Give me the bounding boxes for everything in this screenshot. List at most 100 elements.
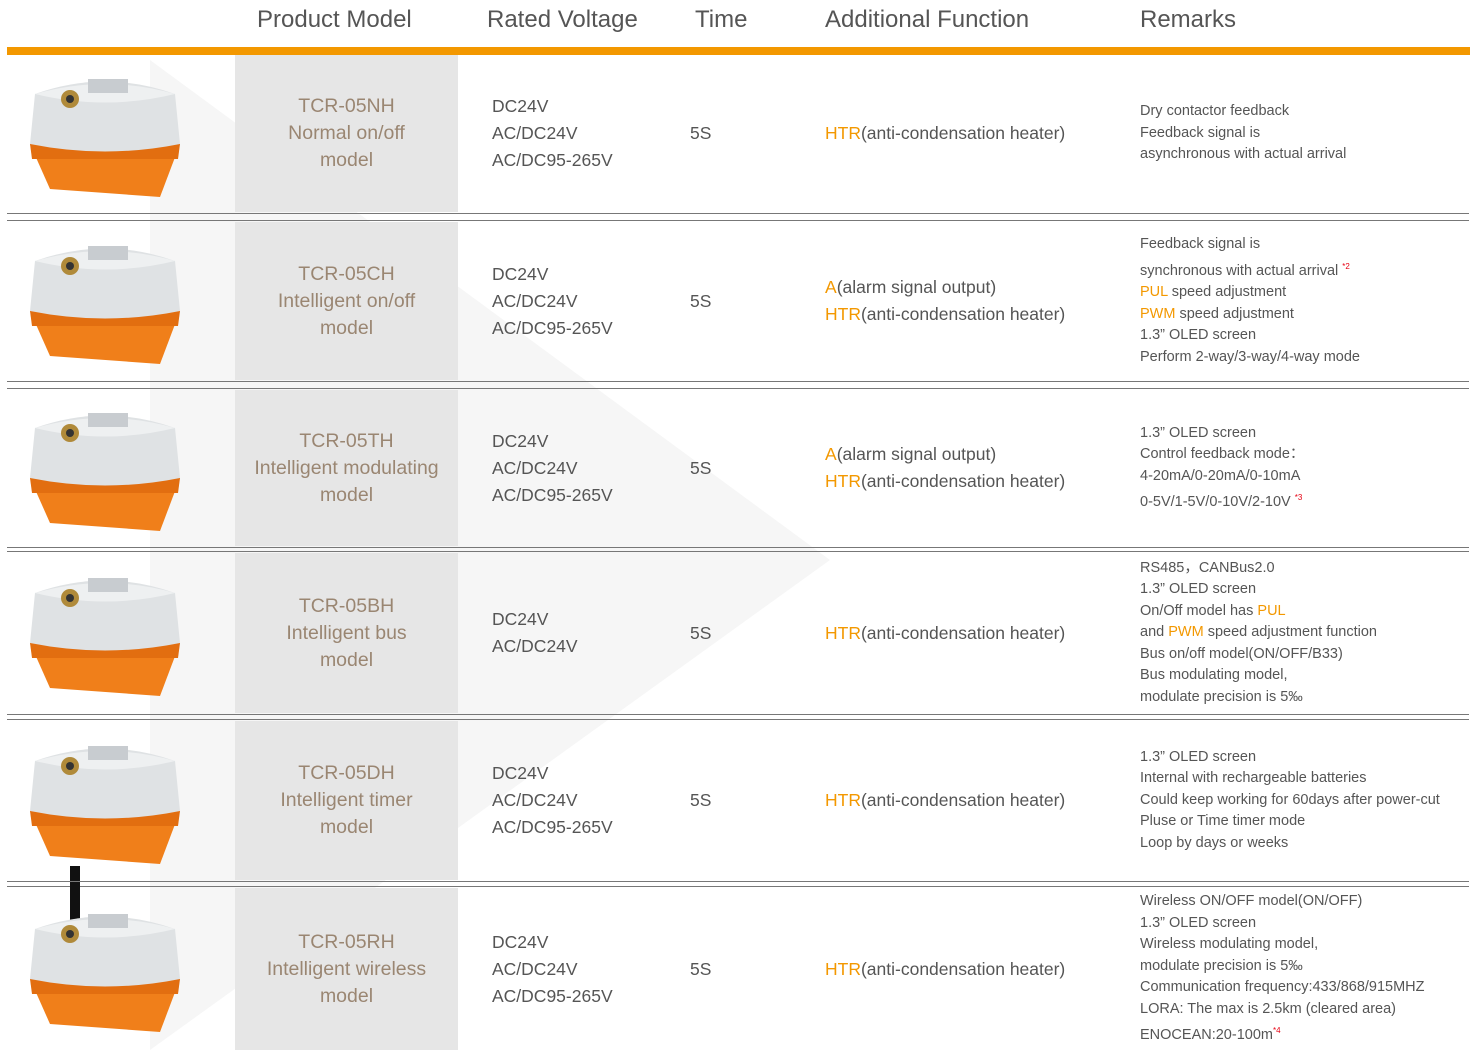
text-line: model [319,483,374,506]
header-cell: Additional Function [825,6,1030,33]
text-line: HTR(anti-condensation heater) [825,120,1125,147]
text-line: Bus modulating model, [1140,665,1480,687]
text-line: 5S [690,790,712,810]
text-segment: PWM [1168,624,1204,641]
text-line: AC/DC24V [492,290,578,311]
function-cell: HTR(anti-condensation heater) [825,55,1125,212]
text-line: Intelligent timer [280,789,413,811]
row-separator [7,881,1469,882]
text-segment: Pluse or Time timer mode [1140,813,1306,830]
text-segment: Dry contactor feedback [1140,103,1290,120]
row-separator [7,714,1469,715]
row-separator [7,388,1469,389]
voltage-cell: DC24V AC/DC24V AC/DC95-265V [492,888,672,1050]
product-image [30,413,180,531]
remarks-cell: 1.3” OLED screen Internal with rechargeab… [1140,721,1480,880]
text-line: 5S [690,290,712,311]
function-cell: A(alarm signal output) HTR(anti-condensat… [825,390,1125,546]
text-line: DC24V [492,931,549,952]
text-line: model [319,149,374,171]
row-separator [7,381,1469,382]
text-segment: PUL [1140,284,1168,300]
model-cell: TCR-05CH Intelligent on/off model [235,222,458,380]
row-separator [7,213,1469,214]
text-segment: 0-5V/1-5V/0-10V/2-10V [1140,494,1295,510]
function-cell: HTR(anti-condensation heater) [825,721,1125,880]
text-line: 5S [690,622,712,643]
text-line: 1.3” OLED screen [1140,423,1480,445]
text-segment: 1.3” OLED screen [1140,581,1257,598]
text-line: TCR-05DH [298,762,395,784]
text-line: HTR(anti-condensation heater) [825,787,1125,814]
text-line: On/Off model has PUL [1140,601,1480,623]
text-line: AC/DC95-265V [492,150,613,170]
text-segment: Communication frequency:433/868/915MHZ [1140,979,1425,996]
model-cell: TCR-05RH Intelligent wireless model [235,888,458,1050]
text-line: 1.3” OLED screen [1140,325,1480,347]
text-segment: HTR [825,471,861,491]
remarks-cell: Feedback signal is synchronous with actua… [1140,222,1480,380]
text-line: Bus on/off model(ON/OFF/B33) [1140,644,1480,666]
text-segment: (anti-condensation heater) [860,123,1066,143]
row-separator [7,547,1469,548]
product-image [30,578,180,696]
model-cell: TCR-05DH Intelligent timer model [235,721,458,880]
text-line: Feedback signal is [1140,123,1480,145]
time-cell: 5S [690,222,750,380]
text-line: Control feedback mode： [1140,444,1480,466]
text-segment: HTR [825,958,861,979]
text-segment: RS485，CANBus2.0 [1140,559,1275,576]
text-line: DC24V [492,609,549,629]
text-line: model [319,648,374,671]
text-segment: Loop by days or weeks [1140,834,1289,851]
text-line: Internal with rechargeable batteries [1140,768,1480,790]
text-segment: Bus modulating model, [1140,667,1288,684]
text-segment: modulate precision is 5‰ [1140,688,1303,705]
text-line: LORA: The max is 2.5km (cleared area) [1140,999,1480,1021]
text-line: 5S [690,457,712,478]
row-separator [7,886,1469,887]
text-segment: Perform 2-way/3-way/4-way mode [1140,348,1360,365]
text-line: AC/DC24V [492,636,578,656]
text-line: model [319,816,374,838]
text-line: TCR-05NH [298,95,395,117]
function-cell: A(alarm signal output) HTR(anti-condensat… [825,222,1125,380]
time-cell: 5S [690,721,750,880]
time-cell: 5S [690,390,750,546]
text-segment: modulate precision is 5‰ [1140,957,1303,974]
text-segment: (anti-condensation heater) [860,790,1066,810]
text-line: Pluse or Time timer mode [1140,811,1480,833]
time-cell: 5S [690,553,750,713]
voltage-cell: DC24V AC/DC24V AC/DC95-265V [492,55,672,212]
text-segment: HTR [825,622,861,643]
text-line: Wireless ON/OFF model(ON/OFF) [1140,891,1480,913]
text-segment: Could keep working for 60days after powe… [1140,791,1440,808]
text-line: modulate precision is 5‰ [1140,956,1480,978]
text-segment: Internal with rechargeable batteries [1140,770,1367,787]
text-line: Feedback signal is [1140,234,1480,256]
product-image [30,246,180,364]
text-line: Intelligent modulating [254,456,439,479]
text-line: Perform 2-way/3-way/4-way mode [1140,347,1480,369]
text-segment: 4-20mA/0-20mA/0-10mA [1140,467,1301,484]
row-separator [7,551,1469,552]
text-line: DC24V [492,763,549,783]
text-line: model [319,984,374,1007]
text-segment: PUL [1257,602,1286,619]
text-line: 5S [690,123,712,143]
text-line: 1.3” OLED screen [1140,747,1480,769]
text-line: Loop by days or weeks [1140,833,1480,855]
product-image [30,745,180,886]
text-segment: A [825,277,837,297]
text-line: TCR-05BH [298,594,395,617]
text-segment: speed adjustment function [1203,624,1377,641]
voltage-cell: DC24V AC/DC24V [492,553,672,713]
text-line: RS485，CANBus2.0 [1140,558,1480,580]
text-line: AC/DC24V [492,790,578,810]
header-bar [7,47,1470,55]
text-segment: HTR [825,790,861,810]
text-line: 1.3” OLED screen [1140,579,1480,601]
text-line: AC/DC95-265V [492,817,613,837]
text-line: 4-20mA/0-20mA/0-10mA [1140,466,1480,488]
text-segment: asynchronous with actual arrival [1140,146,1347,163]
